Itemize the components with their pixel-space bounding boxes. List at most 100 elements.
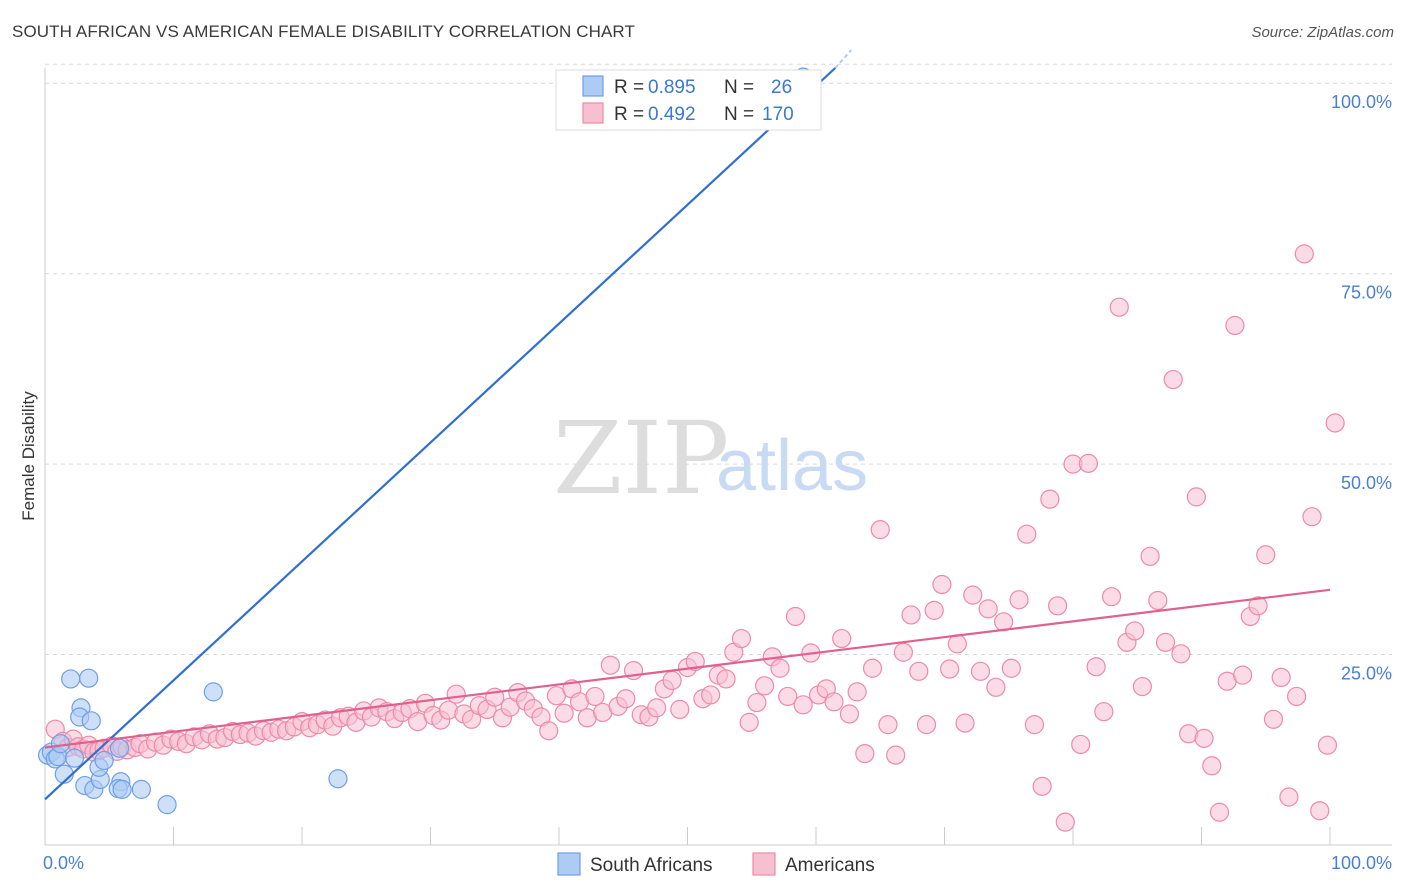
americans-point [1271,667,1291,688]
americans-point [1001,658,1021,678]
south-africans-point [131,779,151,799]
americans-point [1202,756,1222,776]
americans-point [1294,244,1314,264]
y-tick-label: 25.0% [1341,664,1392,684]
americans-point [1171,644,1191,664]
americans-point [1086,657,1106,677]
legend-r-label: R = [614,77,644,98]
south-africans-point [328,769,348,789]
south-africans-points [37,67,813,815]
americans-point [670,699,690,720]
americans-point [970,661,991,681]
americans-point [1055,812,1075,832]
legend-r-label: R = [614,104,644,125]
americans-point [1078,453,1099,473]
south-africans-point [50,734,71,754]
legend-swatch-pink [582,102,604,124]
y-tick-label: 50.0% [1341,473,1392,493]
y-axis-label: Female Disability [19,391,38,521]
americans-point [847,682,867,702]
americans-point [793,695,813,715]
axes [44,68,1392,846]
americans-point [1310,801,1330,821]
americans-point [1263,709,1284,729]
legend-swatch-blue [582,75,604,97]
americans-point [862,658,883,678]
south-africans-point [94,750,114,771]
grid [45,63,1392,656]
americans-point [893,642,913,662]
americans-point [1047,596,1068,616]
americans-point [662,670,682,691]
americans-point [1163,369,1183,390]
y-tick-label: 100.0% [1331,92,1392,112]
americans-points [45,244,1345,832]
legend-top: R = 0.895 N = 26 R = 0.492 N = 170 [555,69,822,131]
americans-point [1302,507,1322,527]
legend-n-value: 170 [762,104,794,125]
legend-bottom-swatch-pink [752,852,776,876]
legend-top-row-americans: R = 0.492 N = 170 [582,102,794,125]
americans-point [1140,546,1160,566]
americans-point [1109,297,1129,317]
x-tick-label: 100.0% [1331,853,1392,873]
south-africans-trend-line [44,67,837,801]
americans-point [1040,489,1060,509]
americans-point [1094,702,1114,722]
americans-point [916,715,937,735]
south-africans-point [109,738,130,758]
americans-point [1071,734,1091,755]
americans-point [955,713,975,733]
legend-n-label: N = [724,77,754,98]
americans-point [940,659,960,679]
americans-point [1233,665,1253,685]
americans-point [647,698,667,718]
americans-point [1256,545,1276,565]
chart-title: SOUTH AFRICAN VS AMERICAN FEMALE DISABIL… [12,22,635,41]
americans-point [947,634,967,654]
americans-point [1132,676,1152,697]
americans-point [1024,715,1045,735]
americans-point [886,745,906,765]
y-tick-label: 75.0% [1341,283,1392,303]
americans-point [747,692,767,713]
americans-point [770,658,790,678]
americans-point [909,661,929,681]
americans-point [754,676,775,696]
americans-point [1032,776,1052,796]
americans-point [778,686,798,707]
americans-point [716,669,736,689]
americans-point [870,520,890,540]
americans-point [600,655,621,675]
watermark-atlas: atlas [716,426,868,506]
trend-lines [44,49,1331,801]
americans-point [1186,487,1206,507]
south-africans-point [112,779,132,799]
chart-source: Source: ZipAtlas.com [1251,24,1394,41]
americans-point [901,605,921,625]
americans-point [785,606,806,627]
legend-bottom-swatch-blue [557,852,581,876]
americans-point [1248,596,1268,616]
americans-point [1125,621,1145,641]
americans-point [839,704,860,724]
americans-point [986,677,1006,697]
americans-trend-line [44,588,1331,749]
legend-bottom-americans: Americans [785,855,875,876]
americans-point [616,689,636,709]
americans-point [1017,524,1037,544]
americans-point [832,628,852,649]
americans-point [739,712,759,732]
legend-bottom-south-africans: South Africans [590,855,713,876]
americans-point [855,743,875,764]
americans-point [1209,802,1230,822]
americans-point [963,585,983,605]
americans-point [1286,686,1307,707]
south-africans-trend-extension [834,49,853,69]
americans-point [446,684,466,704]
legend-n-label: N = [724,104,754,125]
watermark: ZIP atlas [553,400,868,517]
south-africans-point [81,711,101,731]
americans-point [1009,590,1029,610]
